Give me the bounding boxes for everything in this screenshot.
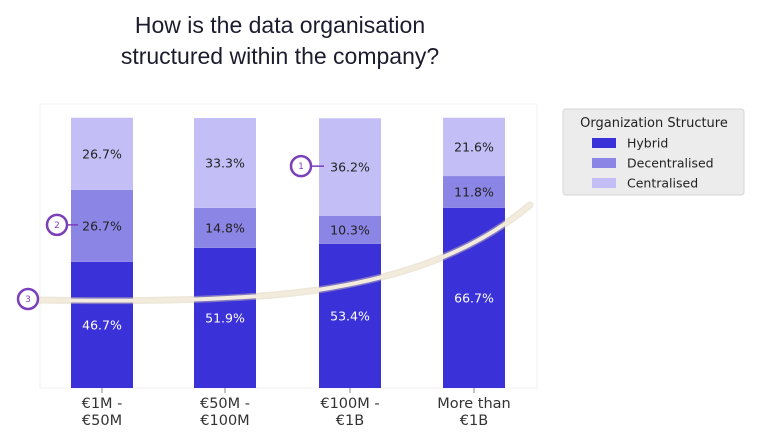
bar-decentralised-0 xyxy=(71,189,133,262)
chart-title: How is the data organisation structured … xyxy=(60,10,500,72)
bar-hybrid-1 xyxy=(194,247,256,388)
bar-centralised-0 xyxy=(71,117,133,190)
data-label-hybrid-2: 53.4% xyxy=(330,308,370,323)
legend-label-centralised: Centralised xyxy=(627,176,698,191)
bar-centralised-1 xyxy=(194,118,256,208)
x-tick-label-2-0: €100M - xyxy=(320,396,379,412)
annotation-3-number: 3 xyxy=(25,295,31,305)
data-label-hybrid-3: 66.7% xyxy=(454,290,494,305)
x-tick-label-0-1: €50M xyxy=(82,413,122,429)
legend-swatch-decentralised xyxy=(592,158,616,168)
data-label-centralised-3: 21.6% xyxy=(454,139,494,154)
legend-label-decentralised: Decentralised xyxy=(627,156,714,171)
chart-title-line-1: How is the data organisation xyxy=(134,12,426,38)
x-tick-label-3-1: €1B xyxy=(460,413,488,429)
data-label-centralised-1: 33.3% xyxy=(205,155,245,170)
x-tick-label-3-0: More than xyxy=(437,396,511,412)
annotation-2-number: 2 xyxy=(54,221,60,231)
legend-title: Organization Structure xyxy=(580,116,728,131)
x-tick-label-1-0: €50M - xyxy=(200,396,250,412)
data-label-decentralised-0: 26.7% xyxy=(82,218,122,233)
bar-decentralised-3 xyxy=(443,176,505,208)
legend-box xyxy=(562,108,745,196)
bar-hybrid-2 xyxy=(319,243,381,388)
bar-hybrid-0 xyxy=(71,261,133,388)
data-label-centralised-0: 26.7% xyxy=(82,146,122,161)
annotation-1-circle xyxy=(289,154,313,178)
data-label-decentralised-2: 10.3% xyxy=(330,222,370,237)
x-tick-label-0-0: €1M - xyxy=(82,396,123,412)
bar-decentralised-1 xyxy=(194,207,256,248)
x-tick-label-2-1: €1B xyxy=(336,413,364,429)
legend-swatch-hybrid xyxy=(592,138,616,148)
data-label-centralised-2: 36.2% xyxy=(330,160,370,175)
data-label-decentralised-3: 11.8% xyxy=(454,184,494,199)
bar-centralised-2 xyxy=(319,118,381,217)
bar-hybrid-3 xyxy=(443,207,505,388)
legend-label-hybrid: Hybrid xyxy=(627,136,668,151)
bar-decentralised-2 xyxy=(319,216,381,244)
annotation-3-circle xyxy=(16,287,40,311)
data-label-decentralised-1: 14.8% xyxy=(205,220,245,235)
chart-title-line-2: structured within the company? xyxy=(120,43,440,69)
data-label-hybrid-0: 46.7% xyxy=(82,317,122,332)
annotation-2-circle xyxy=(45,213,69,237)
plot-frame xyxy=(39,103,538,389)
bar-centralised-3 xyxy=(443,117,505,177)
annotation-1-number: 1 xyxy=(298,162,304,172)
data-label-hybrid-1: 51.9% xyxy=(205,310,245,325)
legend-swatch-centralised xyxy=(592,178,616,188)
trend-line xyxy=(34,203,532,303)
x-tick-label-1-1: €100M xyxy=(200,413,249,429)
